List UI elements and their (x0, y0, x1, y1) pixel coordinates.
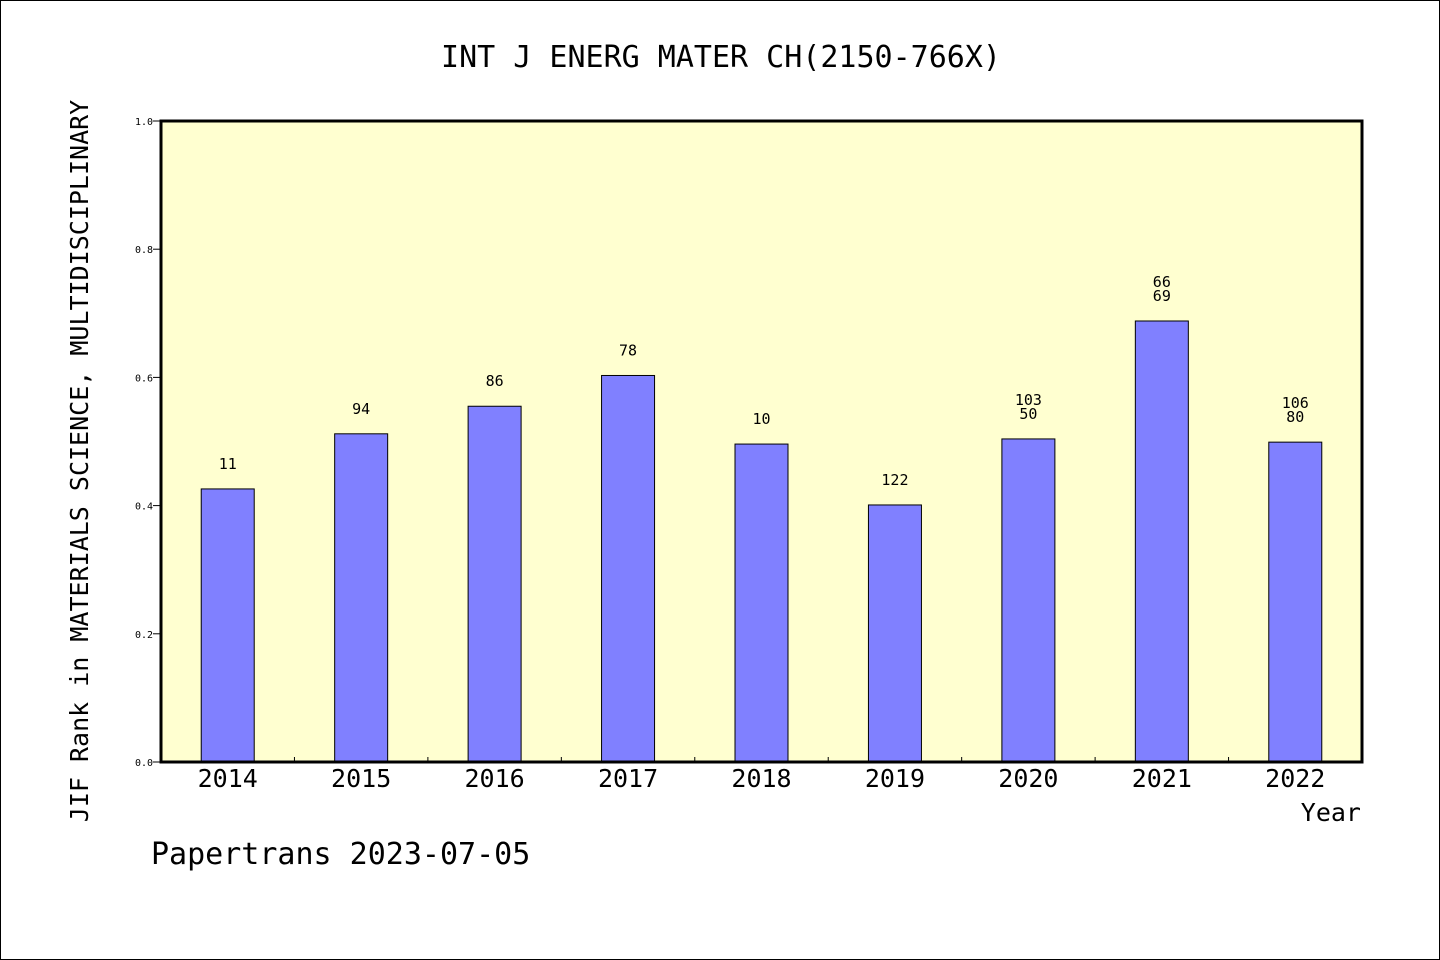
y-tick-label: 0.8 (135, 245, 153, 256)
y-axis: 0.0 0.2 0.4 0.6 0.8 1.0 (135, 117, 161, 769)
x-tick-label: 2016 (465, 764, 525, 793)
x-tick-label: 2018 (731, 764, 791, 793)
y-tick-label: 0.4 (135, 502, 153, 513)
bar (467, 405, 522, 763)
bar-data-label: 94 (352, 400, 370, 418)
x-tick-label: 2015 (331, 764, 391, 793)
bar-data-label: 78 (619, 341, 637, 359)
x-tick-label: 2017 (598, 764, 658, 793)
y-tick-label: 0.6 (135, 373, 153, 384)
x-axis-label: Year (1301, 798, 1361, 827)
y-tick-label: 0.2 (135, 630, 153, 641)
plot-frame (159, 119, 1364, 764)
bar-data-label: 11 (219, 455, 237, 473)
x-tick-label: 2019 (865, 764, 925, 793)
bar-data-label: 103 (1015, 391, 1042, 409)
y-axis-label: JIF Rank in MATERIALS SCIENCE, MULTIDISC… (65, 100, 94, 822)
bar (1134, 320, 1189, 763)
x-tick-label: 2020 (998, 764, 1058, 793)
footer-text: Papertrans 2023-07-05 (151, 837, 530, 872)
bar (1001, 438, 1056, 763)
bar-series (200, 320, 1323, 763)
bar-data-label: 10 (752, 410, 770, 428)
x-tick-label: 2022 (1265, 764, 1325, 793)
bar-data-label: 122 (881, 471, 908, 489)
bar-data-label: 66 (1153, 273, 1171, 291)
x-tick-label: 2014 (198, 764, 258, 793)
chart-title: INT J ENERG MATER CH(2150-766X) (441, 40, 1001, 75)
y-tick-label: 0.0 (135, 758, 153, 769)
bar-data-label: 69 (1153, 287, 1171, 305)
x-tick-label: 2021 (1132, 764, 1192, 793)
y-tick-label: 1.0 (135, 117, 153, 128)
bar (1268, 441, 1323, 763)
bar-data-label: 50 (1019, 405, 1037, 423)
bar-data-label: 86 (486, 372, 504, 390)
bar (867, 504, 922, 763)
bar (334, 433, 389, 763)
x-axis: 2014 2015 2016 2017 2018 2019 2020 2021 2022 (198, 757, 1325, 793)
bar-data-label: 106 (1282, 394, 1309, 412)
bar (200, 488, 255, 763)
bar-data-label: 80 (1286, 408, 1304, 426)
bar (734, 443, 789, 763)
bar (601, 374, 656, 763)
